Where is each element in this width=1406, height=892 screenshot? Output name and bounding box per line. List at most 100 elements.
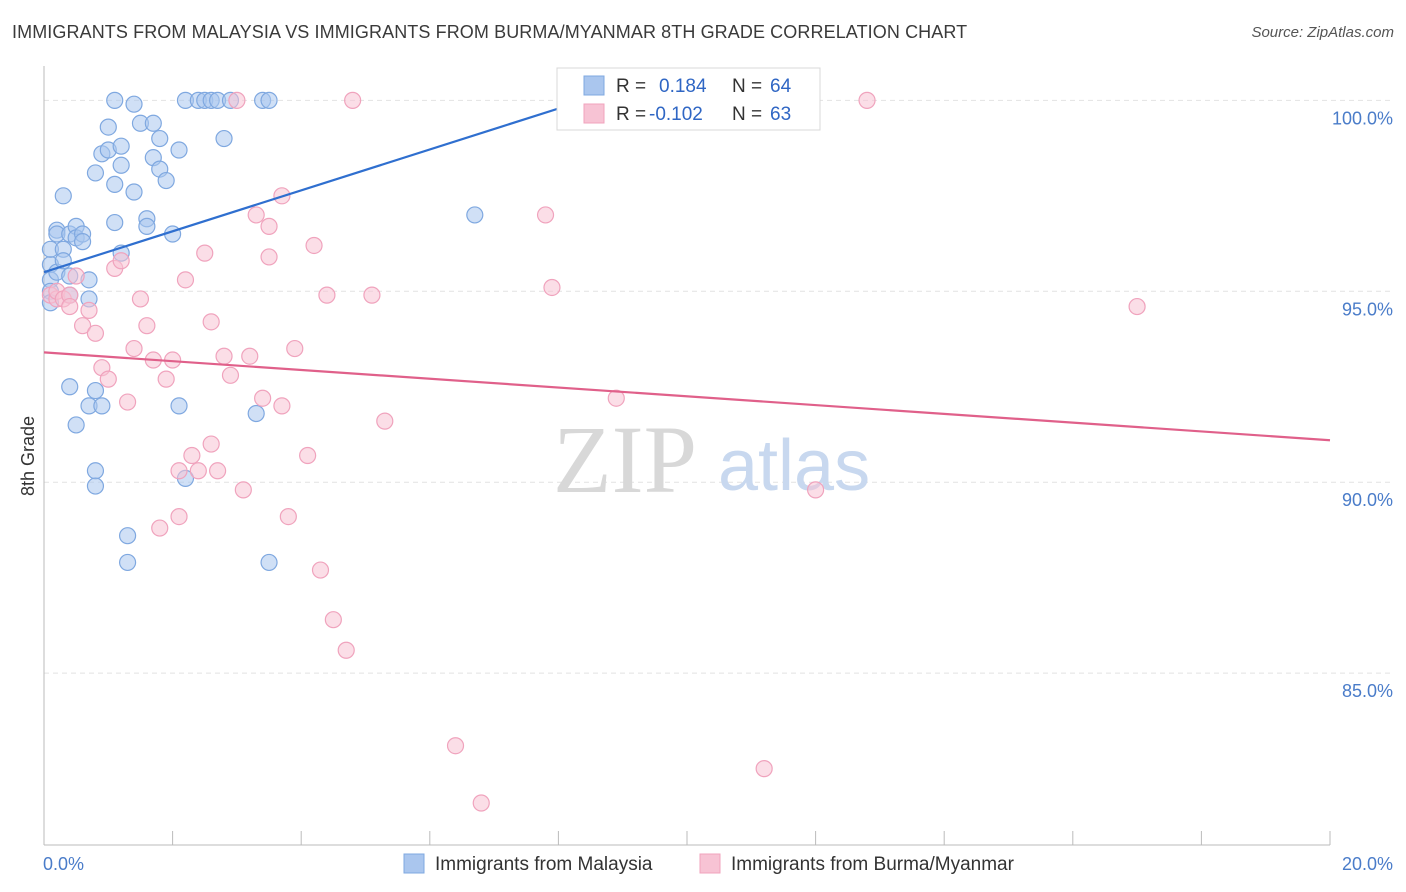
point-malaysia-52 [61, 378, 79, 396]
y-tick-label-2: 90.0% [1342, 490, 1393, 510]
point-burma-55 [536, 206, 555, 224]
axes [43, 66, 1331, 846]
series-legend-swatch-malaysia [403, 853, 425, 874]
gridlines [44, 99, 1392, 674]
point-burma-9 [86, 324, 105, 342]
series-legend: Immigrants from Malaysia Immigrants from… [403, 853, 1015, 875]
point-burma-48 [324, 611, 342, 629]
watermark: ZIP atlas [553, 406, 870, 513]
stats-legend: R = 0.184 N = 64 R = -0.102 N = 63 [556, 67, 821, 131]
point-burma-39 [260, 217, 278, 235]
point-burma-20 [157, 370, 175, 388]
point-malaysia-33 [138, 217, 156, 235]
point-burma-26 [189, 462, 207, 480]
point-burma-37 [254, 389, 272, 407]
point-malaysia-53 [67, 416, 85, 434]
point-burma-17 [138, 317, 156, 335]
trend-line-malaysia [43, 99, 585, 274]
point-burma-61 [1128, 297, 1146, 316]
point-burma-13 [112, 252, 130, 270]
point-malaysia-29 [125, 95, 143, 113]
point-malaysia-28 [106, 91, 124, 109]
point-malaysia-24 [106, 175, 124, 193]
y-tick-label-0: 100.0% [1332, 108, 1393, 128]
point-malaysia-46 [215, 129, 233, 148]
series-legend-label-malaysia: Immigrants from Malaysia [435, 854, 653, 875]
point-burma-19 [151, 519, 169, 537]
legend-n-value-1: 64 [770, 76, 792, 97]
trend-lines [43, 99, 1331, 442]
point-burma-53 [446, 737, 465, 755]
legend-r-label-1: R = [616, 76, 646, 97]
legend-swatch-malaysia [583, 75, 605, 96]
point-malaysia-34 [144, 114, 162, 132]
point-burma-44 [299, 446, 317, 465]
point-malaysia-27 [112, 137, 130, 155]
point-burma-60 [858, 91, 876, 109]
point-burma-50 [344, 91, 362, 109]
y-tick-labels: 100.0% 95.0% 90.0% 85.0% [1332, 108, 1393, 701]
point-burma-49 [337, 641, 355, 659]
point-burma-56 [543, 278, 561, 297]
point-malaysia-38 [157, 171, 175, 190]
point-burma-31 [215, 347, 233, 365]
legend-r-label-2: R = [616, 104, 646, 125]
point-malaysia-60 [118, 553, 137, 572]
point-malaysia-61 [170, 397, 188, 415]
point-burma-52 [376, 412, 394, 430]
watermark-zip: ZIP [553, 406, 697, 513]
point-burma-16 [131, 290, 150, 308]
point-burma-23 [170, 462, 188, 480]
point-burma-35 [241, 347, 259, 365]
y-axis-title: 8th Grade [18, 416, 38, 496]
point-burma-15 [125, 339, 143, 358]
watermark-atlas: atlas [718, 426, 870, 506]
point-burma-58 [755, 760, 773, 778]
point-malaysia-56 [93, 397, 111, 415]
point-burma-46 [311, 561, 330, 579]
point-burma-38 [260, 248, 278, 266]
point-burma-54 [472, 794, 490, 812]
point-malaysia-37 [151, 129, 169, 148]
point-malaysia-20 [54, 187, 72, 205]
y-tick-label-3: 85.0% [1342, 681, 1393, 701]
legend-r-value-1: 0.184 [659, 76, 707, 97]
x-tick-min: 0.0% [43, 854, 84, 874]
point-burma-11 [99, 370, 117, 388]
legend-r-value-2: -0.102 [649, 104, 703, 125]
point-burma-43 [286, 339, 304, 358]
point-burma-34 [234, 481, 252, 499]
point-malaysia-57 [86, 462, 105, 480]
point-burma-41 [273, 397, 291, 415]
point-burma-14 [118, 393, 137, 411]
point-burma-30 [209, 462, 227, 480]
chart-title: IMMIGRANTS FROM MALAYSIA VS IMMIGRANTS F… [12, 22, 968, 42]
point-burma-25 [183, 446, 201, 465]
point-burma-45 [305, 236, 323, 255]
point-malaysia-59 [118, 527, 137, 545]
x-tick-max: 20.0% [1342, 854, 1393, 874]
legend-n-label-1: N = [732, 76, 762, 97]
legend-n-label-2: N = [732, 104, 762, 125]
point-burma-59 [806, 481, 825, 499]
point-burma-51 [363, 286, 381, 304]
point-burma-27 [196, 244, 214, 262]
point-burma-29 [202, 313, 220, 331]
point-malaysia-58 [86, 477, 105, 495]
chart-source: Source: ZipAtlas.com [1251, 24, 1394, 41]
legend-swatch-burma [583, 103, 605, 124]
point-malaysia-26 [112, 156, 130, 174]
point-burma-32 [221, 366, 240, 384]
point-malaysia-30 [125, 183, 143, 201]
point-malaysia-49 [260, 91, 278, 109]
point-burma-28 [202, 435, 220, 453]
point-burma-57 [607, 389, 625, 407]
data-points [41, 91, 1146, 812]
point-burma-7 [73, 317, 92, 335]
series-legend-swatch-burma [699, 853, 721, 874]
series-legend-label-burma: Immigrants from Burma/Myanmar [731, 854, 1015, 875]
point-malaysia-25 [106, 213, 124, 232]
point-malaysia-40 [170, 141, 188, 159]
point-burma-22 [170, 507, 188, 526]
